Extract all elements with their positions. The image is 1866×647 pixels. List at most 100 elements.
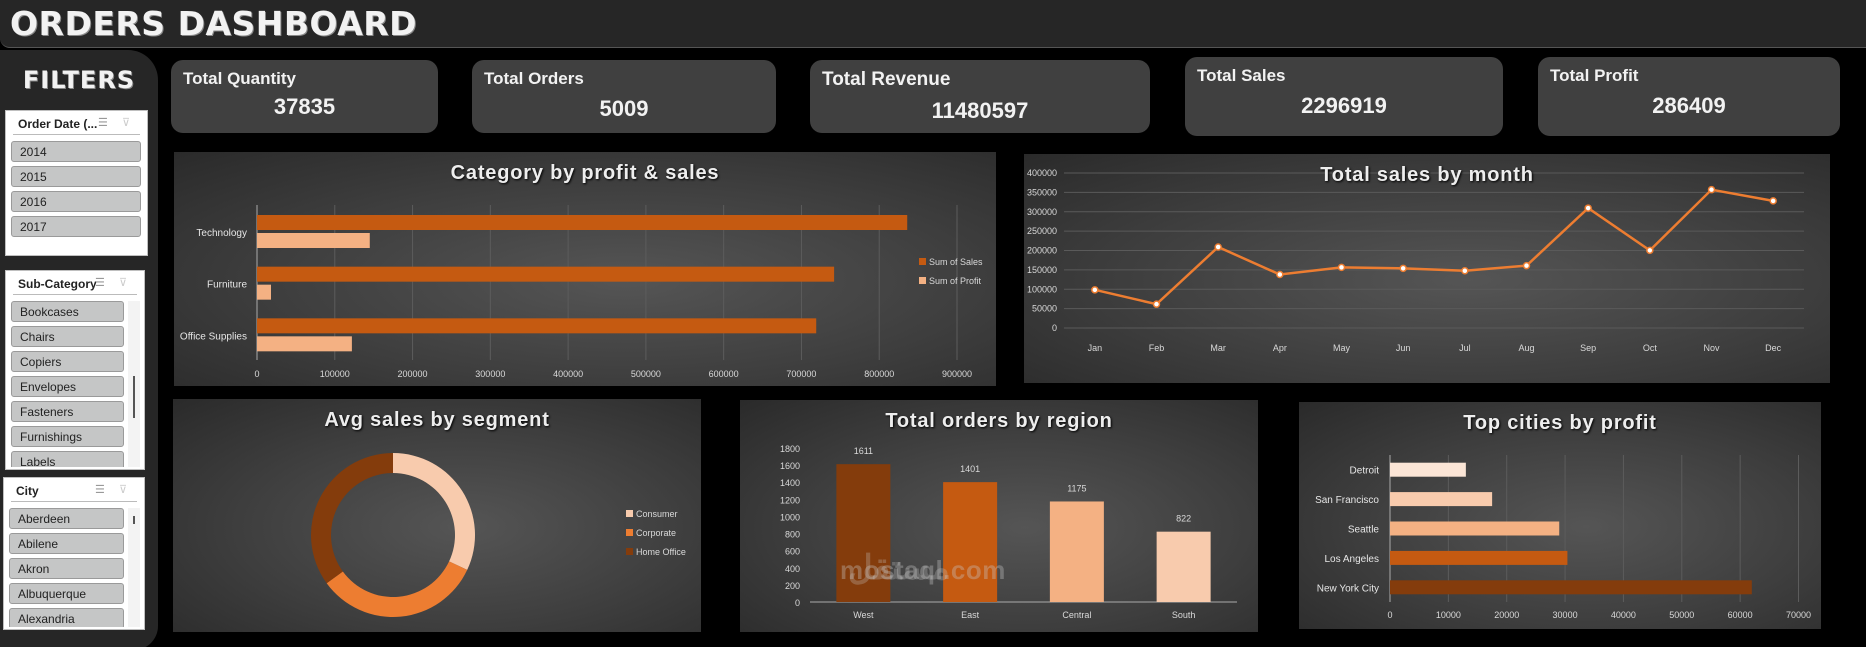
bar-san-francisco[interactable] — [1390, 492, 1493, 507]
data-point[interactable] — [1276, 270, 1284, 279]
chart-avg-sales-by-segment[interactable]: Avg sales by segment Consumer Corporate Ho… — [173, 399, 701, 632]
data-point[interactable] — [1399, 264, 1407, 273]
clear-filter-icon[interactable]: ⊽ — [119, 484, 128, 496]
bar-sum-of-sales[interactable] — [257, 215, 908, 230]
slicer-item[interactable]: Furnishings — [11, 426, 124, 447]
slicer-scrollbar[interactable] — [128, 508, 140, 627]
legend-label: Sum of Sales — [929, 256, 983, 267]
bar-west[interactable] — [836, 464, 891, 602]
multi-select-icon[interactable]: ☰ — [95, 277, 105, 289]
x-tick-label: 500000 — [631, 369, 661, 379]
donut-slice-corporate[interactable] — [326, 561, 468, 617]
x-tick-label: Jun — [1396, 343, 1411, 353]
bar-south[interactable] — [1156, 531, 1211, 602]
data-point[interactable] — [1707, 185, 1716, 194]
chart-sales-by-month[interactable]: 0 50000 100000 150000 200000 250000 300000 3500… — [1024, 154, 1830, 383]
donut-slice-home-office[interactable] — [311, 453, 393, 584]
monthly-line-svg: 0 50000 100000 150000 200000 250000 300000 3500… — [1027, 168, 1804, 353]
x-tick-label: 200000 — [398, 369, 428, 379]
bar-east[interactable] — [943, 482, 998, 602]
legend-item: Corporate — [626, 523, 686, 542]
chart-category-profit-sales[interactable]: 0 100000 200000 300000 400000 500000 600000 700… — [174, 152, 996, 386]
scrollbar-thumb[interactable] — [133, 516, 135, 524]
slicer-item[interactable]: Alexandria — [9, 608, 124, 627]
bar-seattle[interactable] — [1390, 521, 1560, 536]
slicer-item[interactable]: Labels — [11, 451, 124, 467]
x-tick-label: Mar — [1210, 343, 1226, 353]
category-label: Technology — [196, 228, 247, 239]
y-tick-label: 350000 — [1027, 187, 1057, 197]
y-tick-label: 400000 — [1027, 168, 1057, 178]
data-label: 1611 — [854, 446, 873, 456]
bar-los-angeles[interactable] — [1390, 550, 1568, 565]
slicer-item[interactable]: Envelopes — [11, 376, 124, 397]
y-tick-label: 1400 — [780, 478, 800, 488]
data-point[interactable] — [1646, 246, 1654, 255]
bar-new-york-city[interactable] — [1390, 580, 1752, 595]
y-tick-label: 1200 — [780, 495, 800, 505]
y-tick-label: 600 — [785, 547, 800, 557]
legend-item: Home Office — [626, 542, 686, 561]
data-point[interactable] — [1337, 263, 1346, 272]
chart-top-cities-by-profit[interactable]: 0 10000 20000 30000 40000 50000 60000 70000 Detr… — [1299, 402, 1821, 629]
kpi-total-revenue: Total Revenue 11480597 — [810, 60, 1150, 133]
data-point[interactable] — [1461, 267, 1469, 275]
region-bar-svg: 0 200 400 600 800 1000 1200 1400 1600 1800 1611 Wes… — [780, 444, 1237, 620]
bar-sum-of-sales[interactable] — [257, 318, 817, 334]
data-point[interactable] — [1769, 197, 1777, 205]
bar-sum-of-profit[interactable] — [257, 284, 271, 300]
slicer-item[interactable]: Bookcases — [11, 301, 124, 322]
legend-item: Sum of Sales — [919, 252, 983, 271]
clear-filter-icon[interactable]: ⊽ — [122, 117, 131, 129]
chart-title: Avg sales by segment — [324, 409, 550, 431]
slicer-item[interactable]: Aberdeen — [9, 508, 124, 529]
data-point[interactable] — [1091, 286, 1099, 294]
multi-select-icon[interactable]: ☰ — [98, 117, 108, 129]
data-point[interactable] — [1522, 261, 1531, 270]
watermark-text: mostaql.com — [840, 555, 1006, 585]
bar-central[interactable] — [1049, 501, 1104, 602]
slicer-item[interactable]: Chairs — [11, 326, 124, 347]
data-point[interactable] — [1214, 243, 1222, 251]
scrollbar-thumb[interactable] — [133, 376, 135, 418]
kpi-label: Total Quantity — [183, 69, 297, 88]
legend-swatch — [919, 277, 926, 284]
slicer-item[interactable]: Copiers — [11, 351, 124, 372]
slicer-order-date: Order Date (... ☰ ⊽ 2014 2015 2016 2017 — [5, 110, 148, 256]
x-tick-label: Central — [1062, 610, 1091, 620]
legend-swatch — [919, 258, 926, 265]
slicer-title: City — [16, 484, 39, 498]
kpi-total-quantity: Total Quantity 37835 — [171, 60, 438, 133]
legend-label: Sum of Profit — [929, 275, 982, 286]
legend-item: Sum of Profit — [919, 271, 983, 290]
donut-slice-consumer[interactable] — [393, 453, 476, 570]
category-label: Office Supplies — [180, 331, 247, 342]
kpi-label: Total Orders — [484, 69, 584, 88]
title-bar: ORDERS DASHBOARD — [0, 0, 1866, 48]
bar-sum-of-profit[interactable] — [257, 336, 352, 352]
multi-select-icon[interactable]: ☰ — [95, 484, 105, 496]
bar-detroit[interactable] — [1390, 462, 1466, 477]
data-point[interactable] — [1584, 204, 1592, 212]
kpi-value: 11480597 — [931, 98, 1029, 123]
slicer-item[interactable]: Fasteners — [11, 401, 124, 422]
slicer-item[interactable]: 2015 — [11, 166, 141, 187]
chart-orders-by-region[interactable]: 0 200 400 600 800 1000 1200 1400 1600 1800 1611 Wes… — [740, 400, 1258, 632]
data-point[interactable] — [1152, 300, 1161, 308]
x-tick-label: May — [1333, 343, 1351, 353]
slicer-item[interactable]: 2016 — [11, 191, 141, 212]
slicer-item[interactable]: 2017 — [11, 216, 141, 237]
x-tick-label: Jul — [1459, 343, 1471, 353]
bar-sum-of-profit[interactable] — [257, 233, 370, 248]
clear-filter-icon[interactable]: ⊽ — [119, 277, 128, 289]
kpi-value: 2296919 — [1301, 93, 1387, 118]
slicer-item[interactable]: Abilene — [9, 533, 124, 554]
slicer-city: City ☰ ⊽ Aberdeen Abilene Akron Albuquerque Ale… — [3, 477, 145, 630]
bar-sum-of-sales[interactable] — [257, 266, 835, 282]
y-tick-label: 300000 — [1027, 207, 1057, 217]
category-bar-svg: 0 100000 200000 300000 400000 500000 600000 700… — [180, 205, 972, 379]
slicer-item[interactable]: Akron — [9, 558, 124, 579]
slicer-item[interactable]: 2014 — [11, 141, 141, 162]
slicer-scrollbar[interactable] — [128, 301, 140, 467]
slicer-item[interactable]: Albuquerque — [9, 583, 124, 604]
